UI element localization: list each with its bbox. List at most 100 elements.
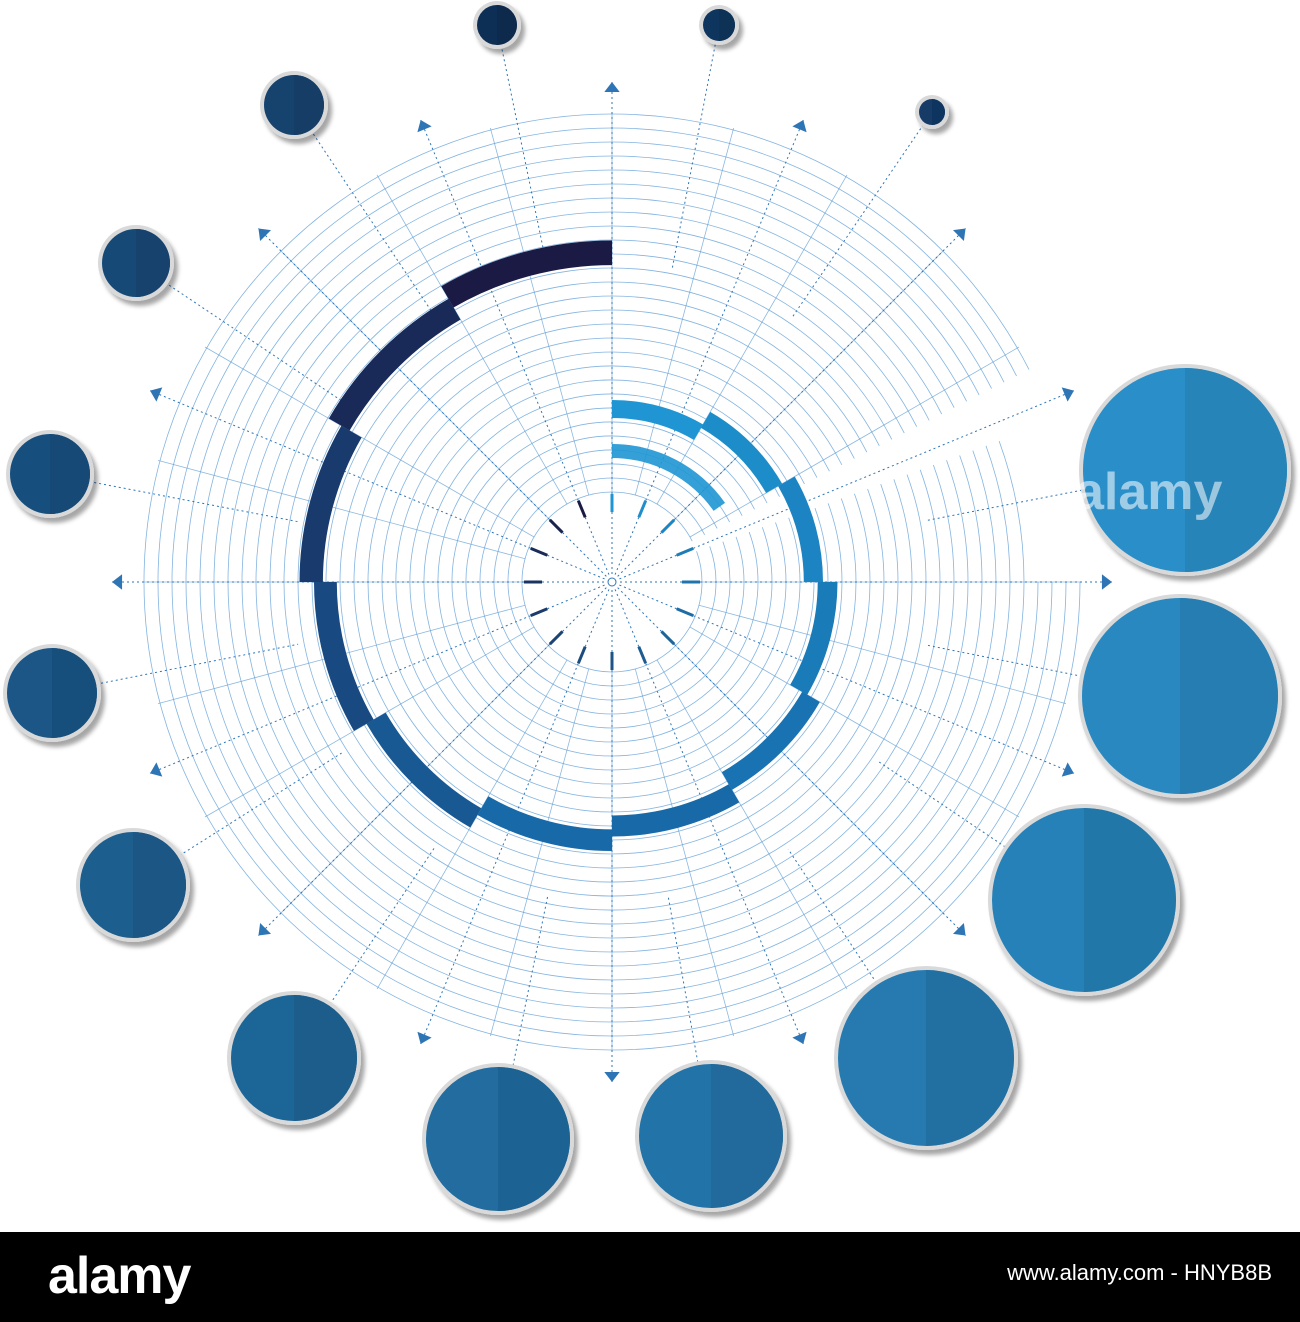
grid-arc [972,450,997,583]
arrowhead-icon [258,922,272,936]
grid-circle [269,239,955,925]
bubble [98,225,174,301]
bubble-shade [932,99,945,125]
bubble [227,991,361,1125]
grid-spoke [689,346,1020,538]
bubble [834,966,1018,1150]
grid-arc [985,445,1011,583]
footer-logo: alamy [48,1247,191,1305]
ring-segment [366,712,482,828]
center-tick [530,607,548,618]
center-tick [548,630,564,646]
grid-arc [840,498,857,583]
arrowhead-icon [417,120,432,133]
leader-line [671,24,720,268]
grid-arc [906,474,927,583]
grid-circle [451,421,773,743]
center-tick [676,607,694,618]
arrowhead-icon [792,120,807,133]
footer-image-id: www.alamy.com - HNYB8B [1007,1260,1272,1285]
center-tick [576,500,587,518]
center-tick [637,646,648,664]
grid-circle [185,155,1039,1009]
ring-segment [328,298,461,431]
bubble-shade [136,229,170,297]
arrowhead-icon [150,387,163,402]
leader-line [49,473,298,523]
center-tick [637,500,648,518]
arrowhead-icon [952,228,966,242]
grid-spoke [489,668,590,1037]
arrowhead-icon [792,1031,807,1044]
grid-circle [227,197,997,967]
center-tick [576,646,587,664]
grid-spoke [204,346,535,538]
grid-arc [761,527,773,583]
grid-circle [507,477,717,687]
grid-circle [241,211,983,953]
bubble-shade [926,970,1014,1146]
arrowhead-icon [417,1031,432,1044]
grid-arc [748,531,759,583]
bubble-shade [1180,598,1278,794]
grid-spoke [656,659,848,990]
ring-segment [477,796,612,851]
center-ticks [524,494,700,670]
bubble-shade [497,5,517,45]
grid-arc [696,551,703,583]
leader-line [925,469,1186,522]
center-tick [660,630,676,646]
bubble [1079,364,1291,576]
bubble [915,95,949,129]
center-point [607,577,617,587]
grid-arc [735,536,745,583]
grid-circle [339,309,885,855]
ring-segment [700,411,783,494]
radial-infographic: alamy [3,1,1291,1215]
bubble-shade [498,1067,570,1211]
axis-line [619,390,1075,580]
grid-arc [919,469,941,583]
arrowhead-icon [150,762,163,777]
grid-circle [423,393,801,771]
spiral-ring [299,240,838,851]
grid-circle [283,253,941,911]
axis-line [258,228,607,577]
arrowhead-icon [604,82,620,93]
grid-arc [959,455,983,583]
grid-circle [465,435,759,729]
bubble [3,644,101,742]
grid-arc [932,464,955,583]
bubble-shade [294,75,324,135]
leader-line [791,111,933,318]
bubble-shade [711,1064,783,1208]
arrowhead-icon [604,1071,620,1082]
grid-arc [788,517,801,583]
bubble-shade [294,995,357,1121]
arrowhead-icon [952,922,966,936]
bubble [422,1063,574,1215]
grid-spoke [489,127,590,496]
axis-line [258,587,607,936]
radial-diagram-svg [3,1,1291,1215]
center-tick [660,518,676,534]
grid-spoke [656,174,848,505]
bubble [473,1,521,49]
grid-circle [493,463,731,701]
bubble-shade [133,832,186,938]
axis-line [617,228,966,577]
grid-arc [880,484,899,583]
leader-line [496,24,548,269]
bubble-shade [1084,808,1176,992]
grid-circle [409,379,815,785]
center-tick [530,546,548,557]
arrowhead-icon [1101,574,1112,590]
axis-line [614,119,804,575]
arrowhead-icon [112,574,123,590]
grid-circle [143,113,1081,1051]
axis-line [619,584,1075,774]
grid-circle [213,183,1011,981]
grid-arc [775,522,787,583]
center-tick [676,546,694,557]
arrowhead-icon [1061,387,1074,402]
